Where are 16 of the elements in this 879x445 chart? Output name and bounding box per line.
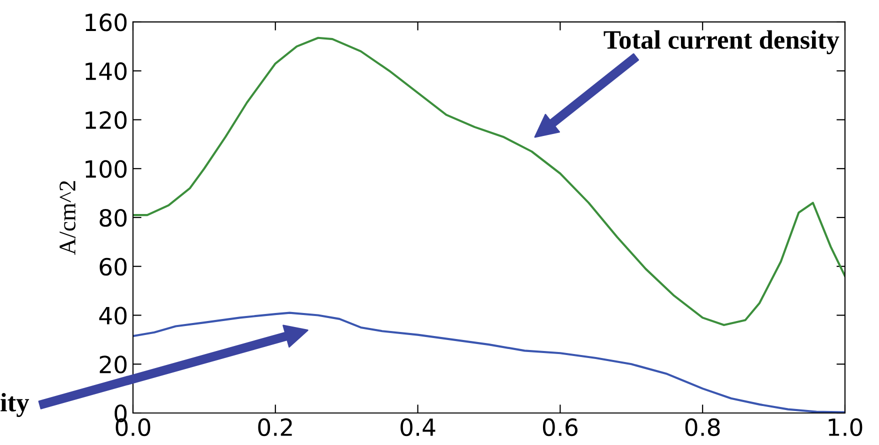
y-tick-label: 140 xyxy=(86,62,127,80)
x-tick-label: 1.0 xyxy=(828,418,862,436)
y-tick-label: 120 xyxy=(86,111,127,130)
annotation: Total current density xyxy=(604,30,840,54)
y-tick-label: 160 xyxy=(86,13,127,32)
text: ity xyxy=(0,392,30,417)
y-tick-label: 100 xyxy=(86,160,127,178)
x-tick-label: 0.8 xyxy=(685,418,720,436)
x-tick-label: 0.4 xyxy=(400,418,436,436)
y-tick-label: 80 xyxy=(100,208,127,227)
y-tick-label: 20 xyxy=(100,356,127,374)
x-tick-label: 0.2 xyxy=(258,418,292,436)
x-tick-label: 0.6 xyxy=(542,418,578,436)
y-tick-label: 40 xyxy=(99,306,127,325)
y-axis-title: A/cm^2 xyxy=(60,181,76,255)
y-tick-label: 60 xyxy=(100,258,127,276)
